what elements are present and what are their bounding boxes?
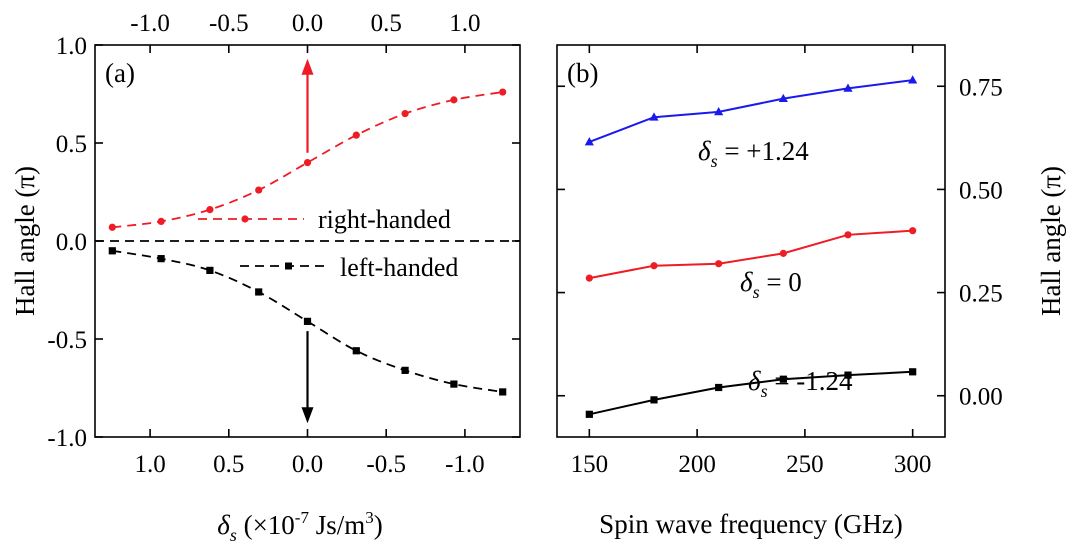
panel-b-frame (556, 44, 946, 438)
data-point-left-handed (255, 288, 263, 296)
y-tick-label: 0.50 (959, 177, 1003, 204)
y-tick-label: 0.00 (959, 384, 1003, 411)
panel-a-series (108, 88, 507, 396)
data-point-series-1 (715, 260, 723, 268)
panel-a-label: (a) (105, 58, 135, 88)
y-tick-label: 1.0 (56, 33, 87, 60)
data-point-series-2 (585, 410, 593, 418)
data-point-series-2 (844, 371, 852, 379)
data-point-series-0 (649, 112, 659, 121)
data-point-left-handed (450, 380, 458, 388)
legend-right-handed-label: right-handed (318, 205, 451, 234)
y-tick-label: 0.75 (959, 74, 1003, 101)
data-point-series-2 (650, 396, 658, 404)
data-point-series-2 (909, 368, 917, 376)
data-point-series-1 (909, 227, 917, 235)
panel-a-top-ticks: -1.0 -0.5 0.0 0.5 1.0 (130, 10, 481, 53)
y-tick-label: 0.25 (959, 281, 1003, 308)
panel-a-arrows (301, 58, 314, 424)
panel-b-series (584, 75, 918, 418)
data-point-right-handed (255, 186, 263, 194)
y-tick-label: -1.0 (47, 425, 87, 452)
arrow-down-head (301, 407, 314, 424)
panel-b-label: (b) (567, 58, 598, 88)
x-tick-label: 200 (678, 451, 716, 478)
x-tick-label: 150 (571, 451, 609, 478)
data-point-left-handed (303, 317, 312, 325)
top-tick-label: 0.0 (292, 10, 323, 37)
data-point-right-handed (206, 206, 214, 214)
data-point-series-2 (715, 383, 723, 392)
data-point-series-1 (779, 249, 787, 257)
x-tick-label: -1.0 (445, 451, 485, 478)
legend-left-handed-label: left-handed (340, 253, 458, 282)
series-label-plus: δs = +1.24 (698, 136, 809, 171)
panel-a-x-axis-label: δs (×10-7 Js/m3) (217, 508, 383, 545)
x-tick-label: 0.0 (292, 451, 323, 478)
panel-b-x-ticks: 150 200 250 300 (571, 45, 932, 478)
top-tick-label: 1.0 (449, 10, 480, 37)
panel-b: 150 200 250 300 0.00 0.25 0.50 0.75 (b) δs = +… (556, 44, 1066, 539)
series-line-right-handed (112, 91, 503, 229)
x-tick-label: 1.0 (134, 451, 165, 478)
panel-a-y-axis-label: Hall angle (π) (10, 166, 40, 316)
data-point-right-handed (499, 88, 507, 96)
data-point-right-handed (157, 217, 165, 225)
panel-b-x-axis-label: Spin wave frequency (GHz) (599, 509, 903, 539)
series-label-zero: δs = 0 (740, 267, 802, 302)
x-tick-label: 300 (894, 451, 932, 478)
top-tick-label: 0.5 (371, 10, 402, 37)
data-point-series-1 (844, 231, 852, 239)
legend-left-handed-marker (285, 262, 292, 270)
top-tick-label: -1.0 (130, 10, 170, 37)
panel-a-legend: right-handed left-handed (198, 205, 458, 282)
data-point-series-2 (779, 375, 787, 383)
data-point-right-handed (303, 159, 312, 167)
panel-b-y-axis-label: Hall angle (π) (1036, 166, 1066, 316)
data-point-left-handed (108, 247, 116, 255)
data-point-series-0 (714, 107, 724, 116)
series-label-minus: δs = -1.24 (748, 366, 853, 401)
data-point-right-handed (401, 110, 409, 118)
data-point-series-0 (908, 75, 918, 84)
data-point-right-handed (352, 131, 360, 139)
y-tick-label: 0.5 (56, 131, 87, 158)
data-point-right-handed (450, 96, 458, 104)
panel-a-y-ticks: -1.0 -0.5 0.0 0.5 1.0 (47, 33, 520, 452)
top-tick-label: -0.5 (209, 10, 249, 37)
data-point-right-handed (108, 223, 116, 231)
data-point-series-0 (778, 93, 788, 103)
series-line-1 (589, 229, 913, 280)
legend-right-handed-marker (241, 215, 249, 223)
data-point-series-1 (650, 262, 658, 270)
y-tick-label: -0.5 (47, 327, 87, 354)
data-point-left-handed (401, 366, 409, 374)
data-point-series-1 (585, 274, 593, 282)
panel-a-bottom-ticks: 1.0 0.5 0.0 -0.5 -1.0 (134, 429, 485, 478)
series-line-2 (589, 370, 913, 416)
y-tick-label: 0.0 (56, 229, 87, 256)
x-tick-label: 0.5 (213, 451, 244, 478)
arrow-up-head (301, 58, 314, 75)
data-point-series-0 (843, 83, 853, 92)
data-point-left-handed (206, 266, 214, 274)
panel-a: -1.0 -0.5 0.0 0.5 1.0 1.0 0.5 0.0 -0.5 -1.0 -1.0… (10, 10, 521, 545)
panel-b-y-ticks: 0.00 0.25 0.50 0.75 (557, 74, 1003, 411)
data-point-left-handed (499, 388, 507, 396)
data-point-left-handed (157, 255, 165, 263)
x-tick-label: 250 (786, 451, 824, 478)
x-tick-label: -0.5 (366, 451, 406, 478)
data-point-series-0 (584, 137, 594, 146)
series-line-0 (588, 79, 913, 143)
data-point-left-handed (352, 347, 360, 355)
